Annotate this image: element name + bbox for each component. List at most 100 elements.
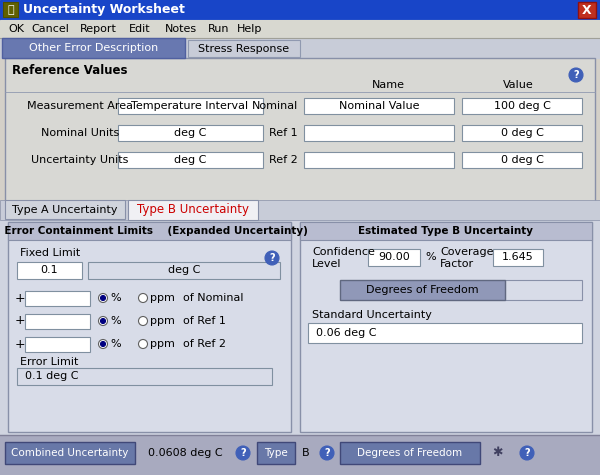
Text: ppm: ppm xyxy=(150,339,175,349)
Bar xyxy=(0,200,600,220)
Circle shape xyxy=(98,316,107,325)
Text: %: % xyxy=(110,293,121,303)
Text: 0.0608 deg C: 0.0608 deg C xyxy=(148,448,223,458)
Bar xyxy=(5,58,595,208)
Text: Value: Value xyxy=(503,80,533,90)
Text: Measurement Area: Measurement Area xyxy=(27,101,133,111)
Bar xyxy=(5,442,135,464)
Text: Degrees of Freedom: Degrees of Freedom xyxy=(365,285,478,295)
Text: of Ref 1: of Ref 1 xyxy=(183,316,226,326)
Text: ✱: ✱ xyxy=(492,446,502,459)
Text: Nominal Units: Nominal Units xyxy=(41,128,119,138)
Circle shape xyxy=(101,342,106,346)
Text: +: + xyxy=(15,338,26,351)
Text: 🔧: 🔧 xyxy=(8,5,14,15)
Circle shape xyxy=(101,295,106,301)
Bar xyxy=(5,200,125,219)
Text: %: % xyxy=(425,252,436,262)
Bar xyxy=(0,435,600,475)
Text: 0.06 deg C: 0.06 deg C xyxy=(316,328,377,338)
Text: Nominal Value: Nominal Value xyxy=(339,101,419,111)
Text: +: + xyxy=(15,292,26,304)
Bar xyxy=(0,38,600,58)
Bar xyxy=(0,220,600,435)
Text: of Nominal: of Nominal xyxy=(183,293,244,303)
Bar xyxy=(304,152,454,168)
Circle shape xyxy=(265,251,279,265)
Bar xyxy=(304,125,454,141)
Text: Report: Report xyxy=(80,24,117,34)
Bar xyxy=(17,262,82,279)
Text: 0.1 deg C: 0.1 deg C xyxy=(25,371,79,381)
Bar xyxy=(118,152,263,168)
Text: Name: Name xyxy=(371,80,404,90)
Bar xyxy=(3,2,18,17)
Text: Reference Values: Reference Values xyxy=(12,64,128,76)
Text: deg C: deg C xyxy=(174,155,206,165)
Text: Type A Uncertainty: Type A Uncertainty xyxy=(12,205,118,215)
Bar xyxy=(188,40,300,57)
Text: ?: ? xyxy=(524,448,530,458)
Text: 0.1: 0.1 xyxy=(40,265,58,275)
Circle shape xyxy=(320,446,334,460)
Text: X: X xyxy=(582,3,592,17)
Bar xyxy=(304,98,454,114)
Text: ± Error Containment Limits    (Expanded Uncertainty): ± Error Containment Limits (Expanded Unc… xyxy=(0,226,308,236)
Text: ppm: ppm xyxy=(150,316,175,326)
Bar xyxy=(88,262,280,279)
Text: %: % xyxy=(110,339,121,349)
Text: 0 deg C: 0 deg C xyxy=(500,155,544,165)
Text: B: B xyxy=(302,448,310,458)
Text: ?: ? xyxy=(573,70,579,80)
Text: Nominal: Nominal xyxy=(252,101,298,111)
Bar xyxy=(25,291,90,306)
Text: +: + xyxy=(15,314,26,327)
Text: OK: OK xyxy=(8,24,24,34)
Text: Temperature Interval: Temperature Interval xyxy=(131,101,248,111)
Bar xyxy=(340,442,480,464)
Bar xyxy=(118,98,263,114)
Bar xyxy=(462,125,582,141)
Circle shape xyxy=(520,446,534,460)
Text: Ref 2: Ref 2 xyxy=(269,155,298,165)
Bar xyxy=(0,20,600,38)
Circle shape xyxy=(139,316,148,325)
Text: Confidence
Level: Confidence Level xyxy=(312,247,375,269)
Bar xyxy=(8,222,291,240)
Text: 90.00: 90.00 xyxy=(378,252,410,262)
Text: Edit: Edit xyxy=(129,24,151,34)
Text: Type B Uncertainty: Type B Uncertainty xyxy=(137,203,249,217)
Bar xyxy=(257,442,295,464)
Text: Degrees of Freedom: Degrees of Freedom xyxy=(358,448,463,458)
Bar xyxy=(118,125,263,141)
Text: deg C: deg C xyxy=(168,265,200,275)
Text: 100 deg C: 100 deg C xyxy=(494,101,550,111)
Text: Type: Type xyxy=(264,448,288,458)
Bar xyxy=(300,222,592,432)
Text: Uncertainty Worksheet: Uncertainty Worksheet xyxy=(23,3,185,17)
Circle shape xyxy=(236,446,250,460)
Text: of Ref 2: of Ref 2 xyxy=(183,339,226,349)
Text: ?: ? xyxy=(324,448,330,458)
Text: Ref 1: Ref 1 xyxy=(269,128,298,138)
Text: deg C: deg C xyxy=(174,128,206,138)
Bar xyxy=(462,152,582,168)
Text: Fixed Limit: Fixed Limit xyxy=(20,248,80,258)
Text: 1.645: 1.645 xyxy=(502,252,534,262)
Text: Other Error Description: Other Error Description xyxy=(29,43,158,53)
Bar xyxy=(308,323,582,343)
Circle shape xyxy=(98,340,107,349)
Circle shape xyxy=(98,294,107,303)
Text: ?: ? xyxy=(269,253,275,263)
Bar xyxy=(8,222,291,432)
Bar xyxy=(2,38,185,58)
Text: Stress Response: Stress Response xyxy=(199,44,290,54)
Circle shape xyxy=(101,319,106,323)
Bar xyxy=(340,280,505,300)
Text: %: % xyxy=(110,316,121,326)
Text: Cancel: Cancel xyxy=(31,24,69,34)
Bar xyxy=(505,280,582,300)
Text: 0 deg C: 0 deg C xyxy=(500,128,544,138)
Circle shape xyxy=(569,68,583,82)
Text: Coverage
Factor: Coverage Factor xyxy=(440,247,493,269)
